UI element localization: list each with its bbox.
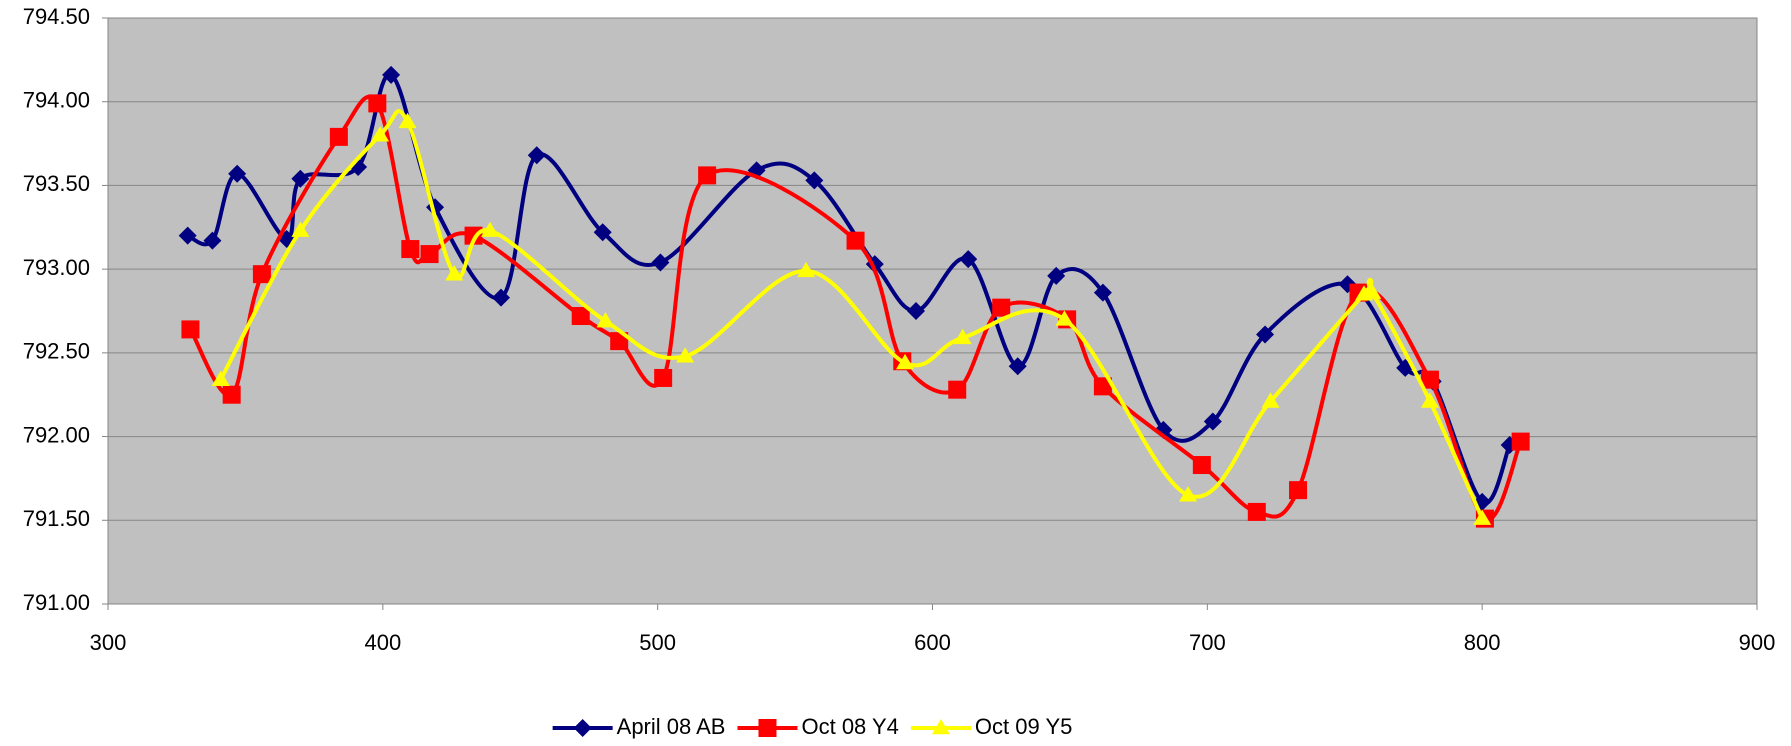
data-point: [291, 221, 310, 237]
x-tick-label: 900: [1739, 630, 1776, 655]
data-point: [1261, 392, 1280, 408]
data-point: [896, 353, 915, 370]
legend-marker: [758, 719, 777, 737]
plot-area: [108, 18, 1757, 604]
legend-label: Oct 09 Y5: [975, 714, 1072, 739]
data-point: [992, 298, 1011, 317]
data-point: [371, 126, 390, 142]
y-tick-label: 794.00: [23, 88, 90, 113]
y-tick-label: 794.50: [23, 4, 90, 29]
data-point: [203, 231, 222, 250]
y-tick-label: 792.50: [23, 339, 90, 364]
data-point: [527, 146, 546, 165]
data-point: [1363, 283, 1382, 299]
data-point: [1203, 412, 1222, 431]
data-point: [329, 127, 348, 146]
plot-border: [107, 17, 1758, 605]
data-point: [1179, 486, 1198, 502]
data-point: [1093, 283, 1112, 302]
data-point: [596, 312, 615, 328]
legend: April 08 AB Oct 08 Y4 Oct 09 Y5: [552, 714, 1072, 739]
data-point: [181, 320, 200, 339]
x-tick-label: 500: [639, 630, 676, 655]
data-point: [1055, 310, 1074, 326]
y-tick-label: 793.00: [23, 255, 90, 280]
data-point: [846, 231, 865, 250]
data-point: [676, 347, 695, 363]
y-tick-label: 793.50: [23, 171, 90, 196]
legend-label: April 08 AB: [617, 714, 726, 739]
data-point: [654, 368, 673, 387]
data-point: [252, 265, 271, 284]
data-point: [907, 302, 926, 320]
data-point: [1192, 456, 1211, 475]
data-point: [1289, 481, 1308, 500]
data-point: [420, 245, 439, 264]
y-tick-label: 791.00: [23, 590, 90, 615]
data-point: [651, 253, 670, 272]
x-tick-label: 800: [1464, 630, 1501, 655]
data-point: [368, 94, 387, 113]
data-point: [382, 65, 401, 84]
data-point: [1256, 325, 1275, 344]
data-point: [805, 171, 824, 190]
data-point: [291, 169, 310, 188]
legend-marker: [573, 719, 592, 737]
data-point: [698, 166, 717, 185]
data-point: [178, 226, 197, 245]
data-point: [445, 265, 464, 281]
data-point: [593, 223, 612, 242]
data-point: [1047, 266, 1066, 285]
data-point: [1008, 357, 1027, 376]
data-point: [222, 385, 241, 404]
data-point: [401, 240, 420, 259]
data-point: [948, 380, 967, 399]
data-point: [797, 261, 816, 278]
data-point: [211, 370, 230, 386]
legend-label: Oct 08 Y4: [801, 714, 898, 739]
x-tick-label: 600: [914, 630, 951, 655]
data-point: [1420, 370, 1439, 389]
data-point: [953, 328, 972, 345]
data-point: [492, 288, 511, 307]
y-tick-label: 792.00: [23, 422, 90, 447]
data-point: [1473, 509, 1492, 525]
x-tick-label: 300: [90, 630, 127, 655]
x-tick-label: 400: [364, 630, 401, 655]
data-point: [1511, 432, 1530, 451]
x-tick-label: 700: [1189, 630, 1226, 655]
data-point: [1247, 502, 1266, 521]
data-point: [1420, 392, 1439, 408]
data-point: [481, 221, 500, 237]
data-point: [1093, 377, 1112, 396]
data-point: [398, 112, 417, 129]
data-point: [571, 307, 590, 326]
data-point: [959, 250, 978, 269]
data-point: [610, 332, 629, 351]
data-point: [228, 164, 247, 183]
legend-marker: [931, 719, 950, 735]
y-tick-label: 791.50: [23, 506, 90, 531]
